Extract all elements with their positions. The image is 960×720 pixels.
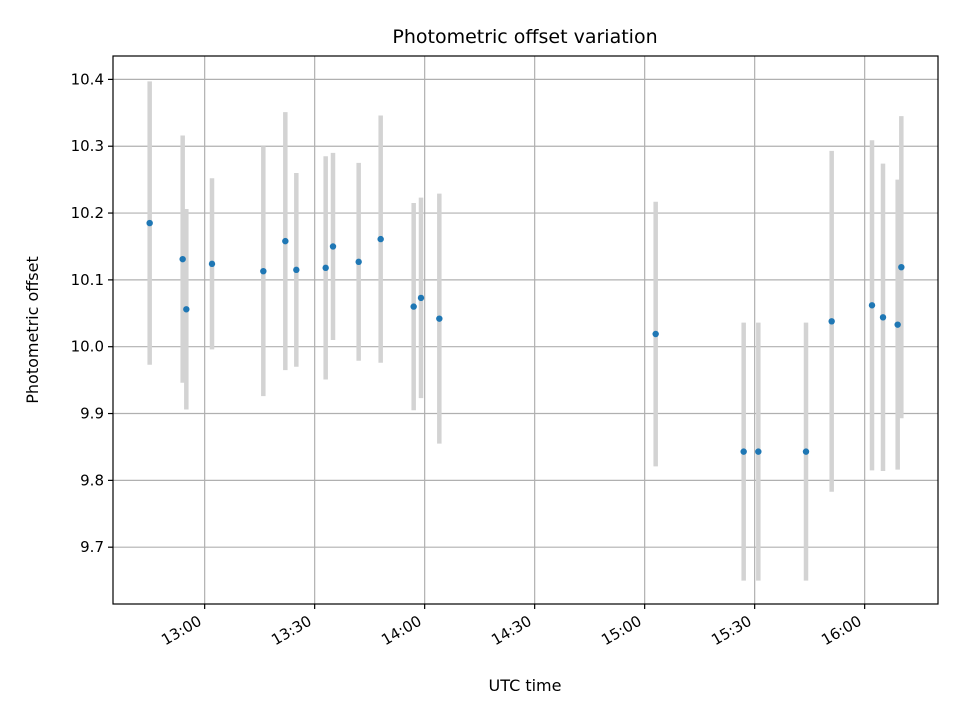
data-point — [322, 264, 329, 272]
data-point — [894, 321, 901, 328]
y-tick-label: 10.0 — [71, 338, 104, 356]
data-point — [410, 303, 417, 310]
data-point — [802, 448, 810, 455]
y-axis: 9.7 9.8 9.9 10.0 10.1 10.2 10.3 10.4 — [71, 70, 113, 556]
data-point — [898, 263, 905, 271]
data-point — [828, 318, 835, 325]
y-tick-label: 10.4 — [71, 70, 104, 88]
data-point — [417, 294, 425, 302]
y-tick-label: 10.3 — [71, 137, 104, 155]
data-point — [146, 219, 153, 227]
y-tick-label: 10.1 — [71, 271, 104, 289]
x-tick-label: 13:00 — [158, 612, 204, 649]
data-point — [355, 258, 362, 266]
x-tick-label: 13:30 — [268, 612, 314, 649]
chart-title: Photometric offset variation — [392, 26, 657, 48]
plot-frame — [112, 55, 939, 605]
data-point — [868, 302, 876, 309]
points — [146, 219, 905, 455]
data-point — [652, 330, 659, 338]
data-point — [740, 448, 747, 455]
grid — [113, 56, 938, 604]
data-point — [879, 314, 887, 321]
y-tick-label: 10.2 — [71, 204, 104, 222]
data-point — [329, 243, 337, 250]
x-tick-label: 14:00 — [378, 612, 424, 649]
data-point — [260, 267, 267, 275]
data-point — [436, 315, 443, 322]
data-point — [179, 255, 186, 263]
x-tick-label: 15:00 — [598, 612, 644, 649]
data-point — [208, 260, 216, 268]
x-tick-label: 15:30 — [708, 612, 754, 649]
y-tick-label: 9.7 — [80, 538, 104, 556]
x-axis-label: UTC time — [489, 676, 562, 695]
data-point — [377, 235, 384, 243]
data-point — [282, 237, 289, 245]
data-point — [755, 448, 762, 455]
x-axis: 13:00 13:30 14:00 14:30 15:00 15:30 16:00 — [158, 604, 866, 649]
data-point — [183, 306, 190, 313]
x-tick-label: 16:00 — [818, 612, 864, 649]
errorbars — [147, 81, 904, 581]
x-tick-label: 14:30 — [488, 612, 534, 649]
y-tick-label: 9.8 — [80, 471, 104, 489]
data-point — [293, 266, 300, 274]
y-tick-label: 9.9 — [80, 405, 104, 423]
y-axis-label: Photometric offset — [23, 256, 42, 404]
